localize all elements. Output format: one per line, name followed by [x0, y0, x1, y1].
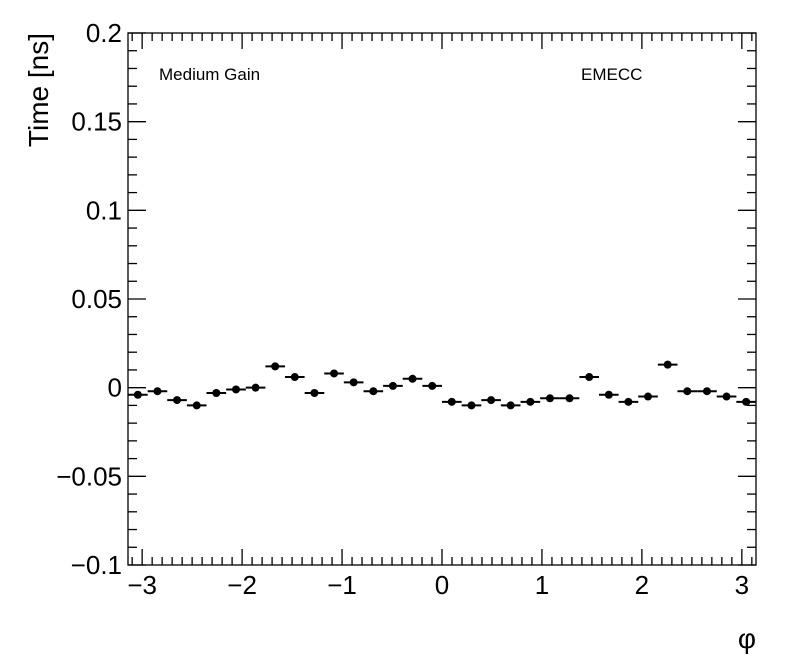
annotation-medium-gain: Medium Gain	[159, 65, 260, 84]
data-point	[310, 388, 319, 397]
x-tick-labels: −3 −2 −1 0 1 2 3	[127, 570, 749, 600]
axis-ticks	[128, 32, 756, 566]
data-point	[447, 397, 456, 406]
x-tick-label: 2	[635, 570, 649, 600]
data-point	[604, 390, 613, 399]
data-point	[133, 390, 142, 399]
data-point	[526, 397, 535, 406]
data-point	[545, 394, 554, 403]
data-point	[251, 383, 260, 392]
data-point	[663, 360, 672, 369]
data-point	[506, 401, 515, 410]
data-point	[349, 378, 358, 387]
data-point	[467, 401, 476, 410]
y-axis-title: Time [ns]	[23, 33, 54, 147]
data-point	[290, 373, 299, 382]
data-point	[624, 397, 633, 406]
x-tick-label: −2	[227, 570, 257, 600]
data-point	[408, 374, 417, 383]
data-point	[192, 401, 201, 410]
x-tick-label: −1	[327, 570, 357, 600]
x-tick-label: −3	[127, 570, 157, 600]
data-point	[643, 392, 652, 401]
data-point	[153, 387, 162, 396]
data-point	[330, 369, 339, 378]
data-point	[742, 397, 751, 406]
y-tick-label: 0.15	[71, 107, 122, 137]
data-point	[232, 385, 241, 394]
x-axis-title: φ	[738, 623, 756, 654]
x-tick-label: 0	[435, 570, 449, 600]
data-point	[428, 381, 437, 390]
y-tick-label: 0.05	[71, 284, 122, 314]
data-points	[128, 360, 756, 410]
data-point	[388, 381, 397, 390]
data-point	[702, 387, 711, 396]
data-point	[369, 387, 378, 396]
data-point	[722, 392, 731, 401]
data-point	[271, 362, 280, 371]
x-tick-label: 3	[735, 570, 749, 600]
data-point	[683, 387, 692, 396]
y-tick-labels: −0.1 −0.05 0 0.05 0.1 0.15 0.2	[56, 18, 122, 580]
x-tick-label: 1	[535, 570, 549, 600]
data-point	[565, 394, 574, 403]
y-tick-label: −0.05	[56, 461, 122, 491]
y-tick-label: 0.1	[86, 195, 122, 225]
annotation-emecc: EMECC	[581, 65, 642, 84]
data-point	[173, 396, 182, 405]
y-tick-label: 0	[108, 373, 122, 403]
data-point	[585, 373, 594, 382]
plot-frame	[127, 32, 757, 566]
y-tick-label: −0.1	[71, 550, 122, 580]
data-point	[487, 396, 496, 405]
data-point	[212, 388, 221, 397]
y-tick-label: 0.2	[86, 18, 122, 48]
